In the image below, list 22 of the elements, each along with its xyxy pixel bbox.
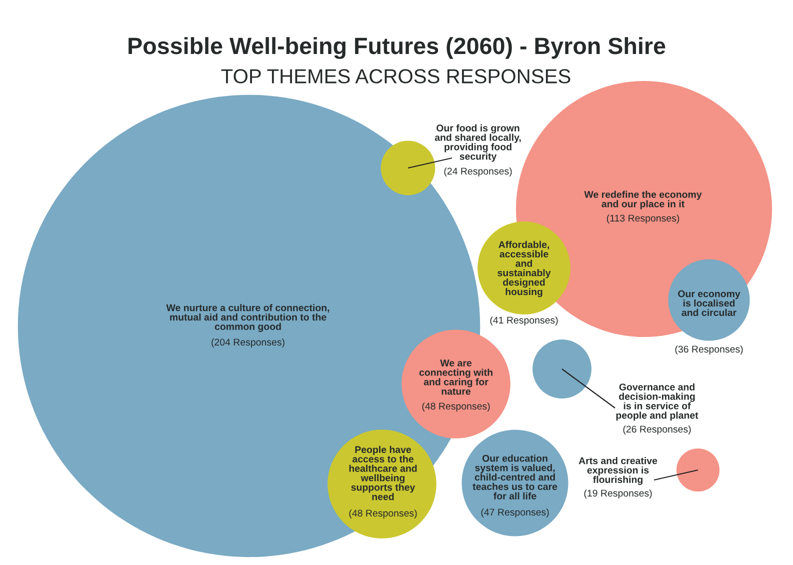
data-label: (204 Responses) bbox=[212, 338, 284, 348]
data-label: (47 Responses) bbox=[481, 508, 549, 518]
data-label: (36 Responses) bbox=[675, 345, 743, 355]
category-label: Our education system is valued, child-centred and teaches us to care for all life bbox=[472, 454, 558, 500]
text: Possible Well-being Futures (2060) - Byron Shire bbox=[128, 37, 666, 59]
category-label: Our food is grown and shared locally, providing food security bbox=[434, 124, 521, 162]
category-label: We redefine the economy and our place in it bbox=[584, 190, 702, 210]
data-label: (48 Responses) bbox=[349, 509, 417, 519]
category-label: People have access to the healthcare and wellbeing supports they need bbox=[349, 446, 417, 500]
data-label: (41 Responses) bbox=[490, 316, 558, 326]
data-label: (48 Responses) bbox=[422, 402, 490, 412]
data-label: (24 Responses) bbox=[444, 167, 512, 177]
category-label: We nurture a culture of connection, mutual aid and contribution to the common good bbox=[166, 304, 330, 332]
data-label: (113 Responses) bbox=[606, 214, 680, 224]
category-label: Affordable, accessible and sustainably designed housing bbox=[498, 240, 551, 298]
category-label: Arts and creative expression is flourishing bbox=[578, 457, 658, 485]
data-label: (19 Responses) bbox=[584, 489, 652, 499]
data-label: (26 Responses) bbox=[623, 425, 691, 435]
text: TOP THEMES ACROSS RESPONSES bbox=[221, 69, 570, 84]
category-label: We are connecting with and caring for nature bbox=[419, 360, 492, 395]
category-label: Our economy is localised and circular bbox=[678, 290, 740, 316]
category-label: Governance and decision-making is in service of people and planet bbox=[616, 383, 698, 421]
